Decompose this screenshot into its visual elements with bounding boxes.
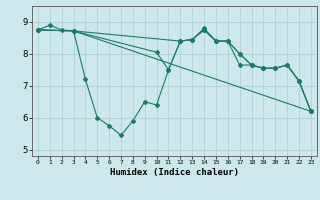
X-axis label: Humidex (Indice chaleur): Humidex (Indice chaleur) [110, 168, 239, 177]
